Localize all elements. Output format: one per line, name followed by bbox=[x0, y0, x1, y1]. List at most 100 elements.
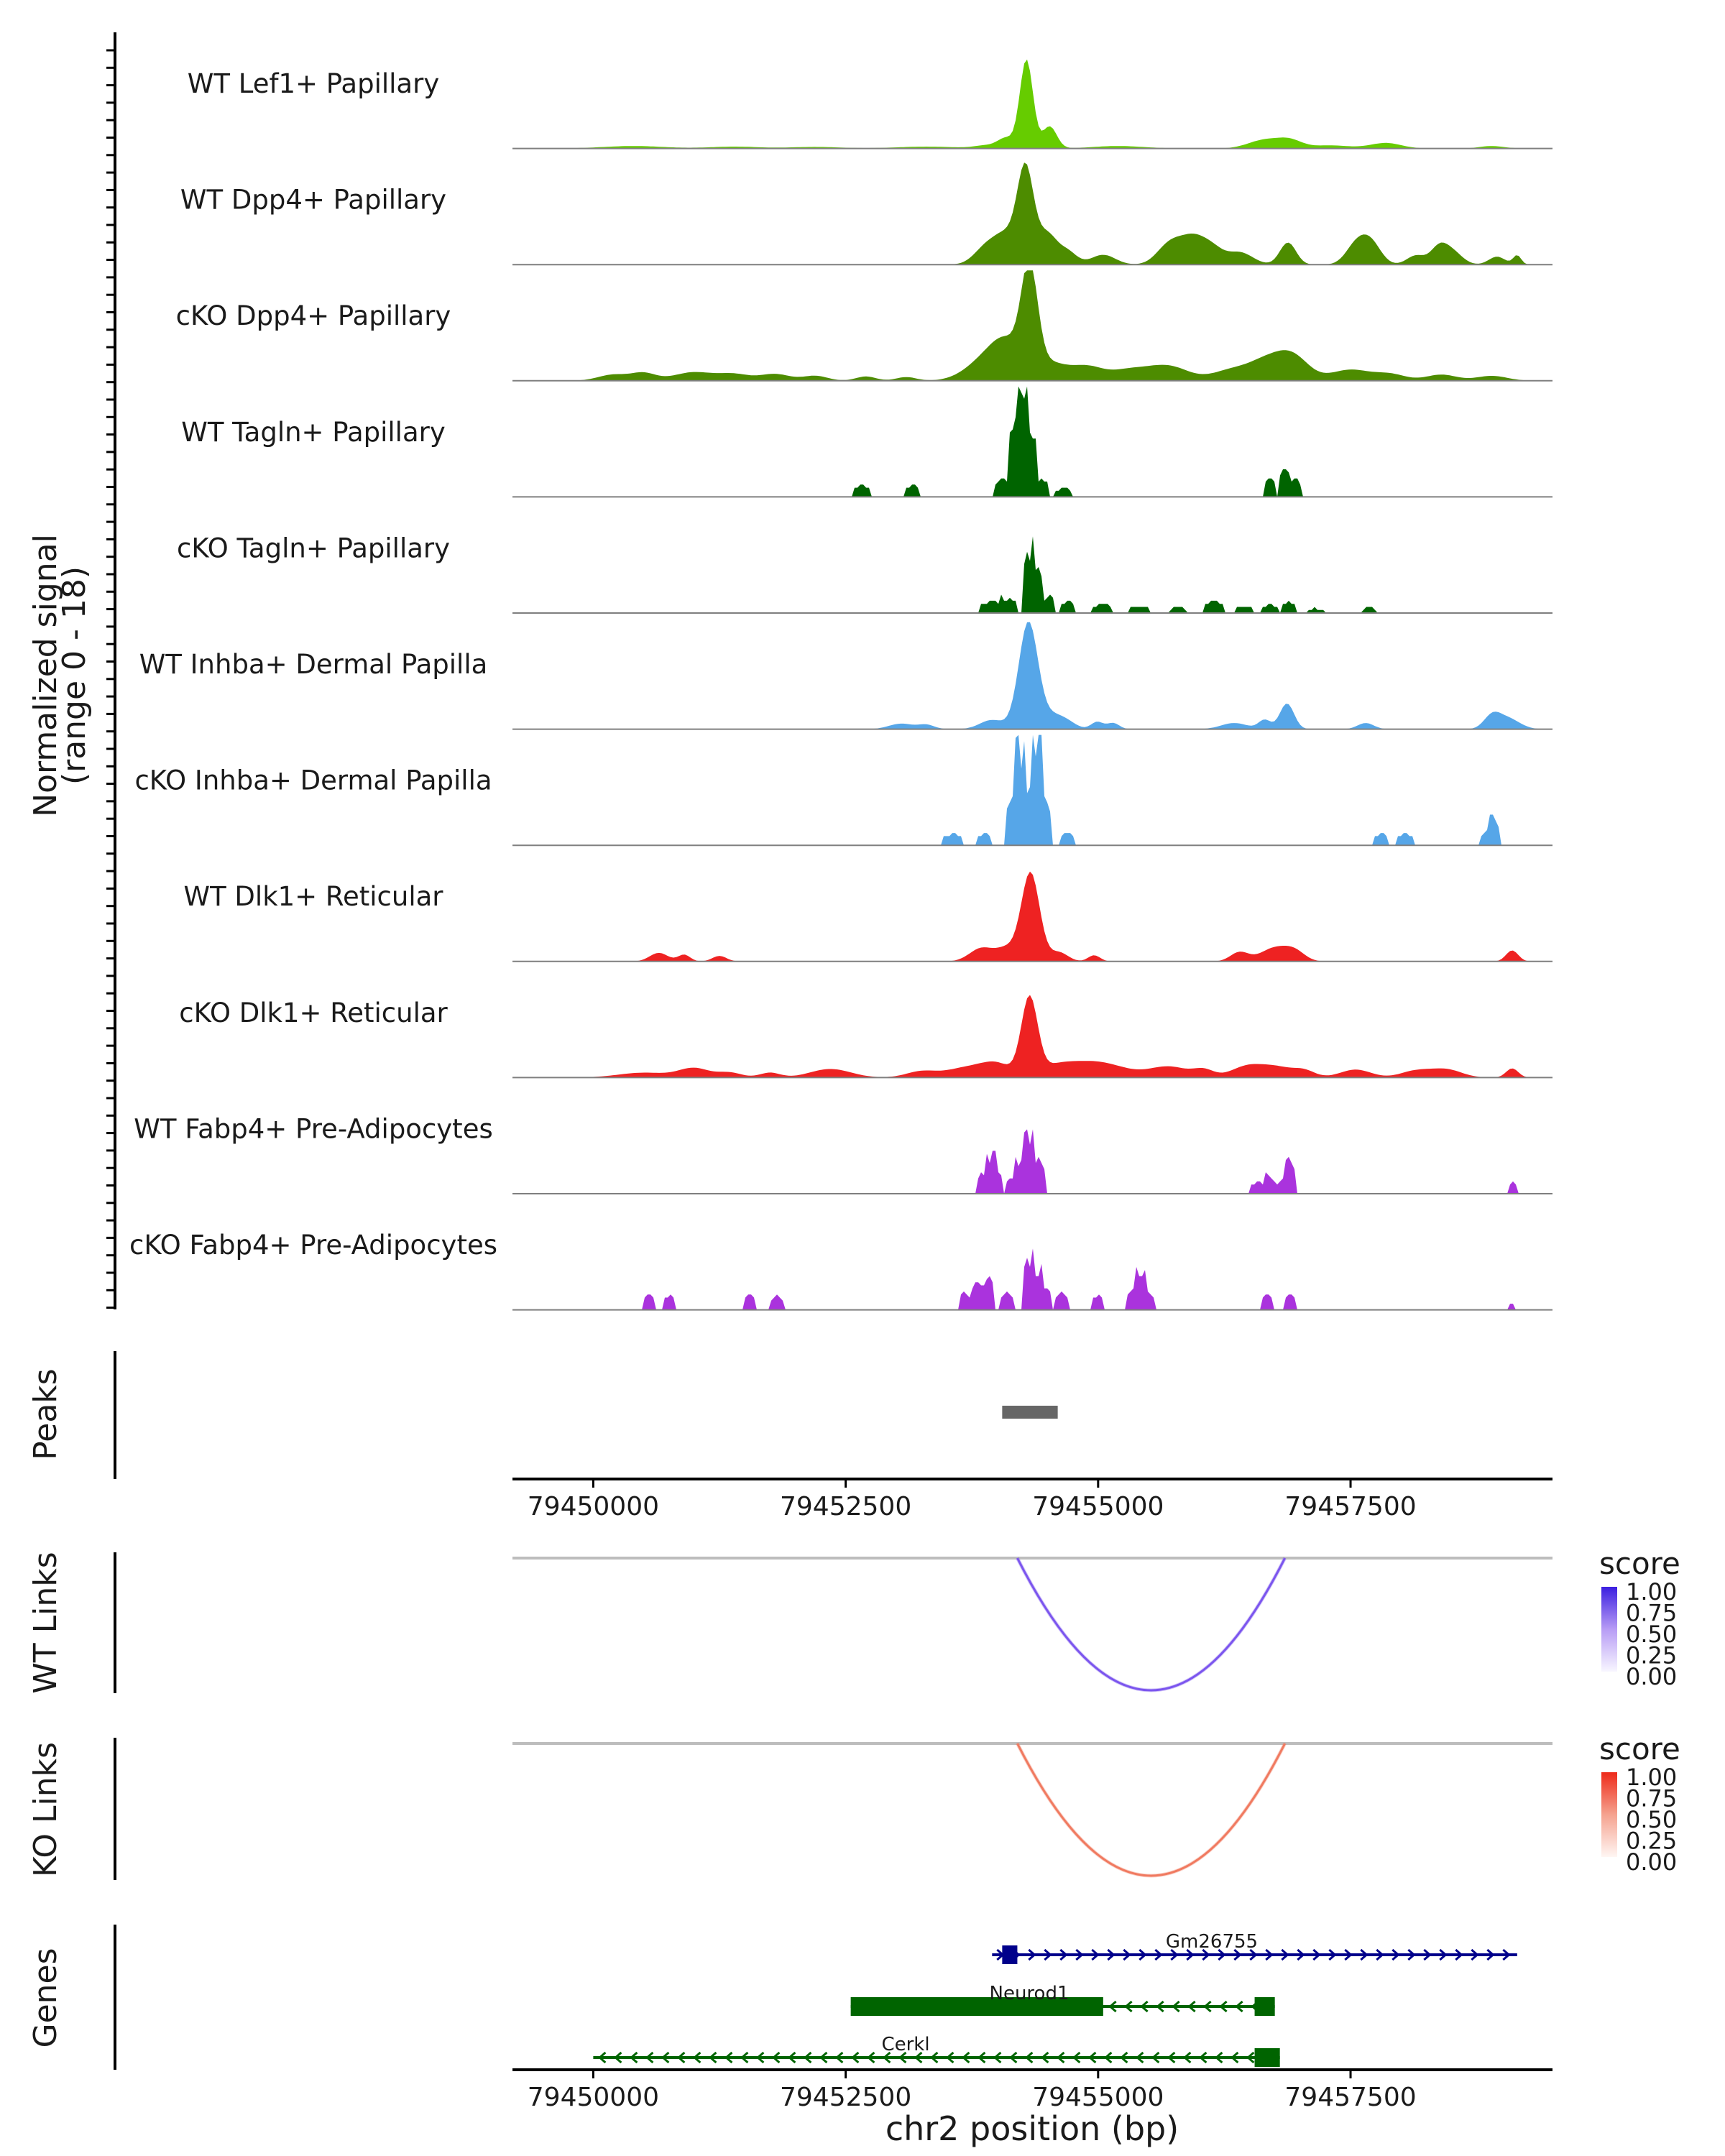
strand-arrow bbox=[1423, 1948, 1432, 1961]
strand-arrow bbox=[709, 2051, 717, 2064]
track-label: cKO Inhba+ Dermal Papilla bbox=[134, 765, 492, 796]
coverage-track: WT Inhba+ Dermal Papilla bbox=[139, 622, 1552, 730]
strand-arrow bbox=[693, 2051, 702, 2064]
coverage-area bbox=[512, 386, 1552, 497]
strand-arrow bbox=[724, 2051, 733, 2064]
legend-title: score bbox=[1599, 1546, 1680, 1581]
strand-arrow bbox=[788, 2051, 796, 2064]
strand-arrow bbox=[1376, 1948, 1384, 1961]
strand-arrow bbox=[1138, 1948, 1147, 1961]
strand-arrow bbox=[1075, 1948, 1084, 1961]
strand-arrow bbox=[772, 2051, 781, 2064]
gene-model: Cerkl bbox=[593, 2034, 1280, 2067]
strand-arrow bbox=[1471, 1948, 1479, 1961]
coverage-track: cKO Inhba+ Dermal Papilla bbox=[134, 734, 1552, 847]
x-tick-label: 79450000 bbox=[528, 1492, 659, 1521]
coverage-track: cKO Dlk1+ Reticular bbox=[179, 995, 1552, 1079]
coverage-track: cKO Tagln+ Papillary bbox=[177, 533, 1552, 614]
coverage-track: cKO Dpp4+ Papillary bbox=[176, 270, 1552, 382]
strand-arrow bbox=[1154, 1948, 1163, 1961]
strand-arrow bbox=[1199, 2051, 1208, 2064]
coverage-track: WT Lef1+ Papillary bbox=[188, 59, 1552, 149]
strand-arrow bbox=[1502, 1948, 1511, 1961]
legend-tick-label: 0.25 bbox=[1626, 1642, 1677, 1669]
strand-arrow bbox=[1107, 1948, 1116, 1961]
gene-name: Neurod1 bbox=[990, 1983, 1070, 2004]
strand-arrow bbox=[1009, 2051, 1018, 2064]
strand-arrow bbox=[1297, 1948, 1305, 1961]
strand-arrow bbox=[614, 2051, 622, 2064]
strand-arrow bbox=[1455, 1948, 1463, 1961]
genes-section: Genes Gm26755 Neurod1 Cerkl 79450000 794525… bbox=[27, 1925, 1552, 2148]
x-tick-label: 79457500 bbox=[1284, 1492, 1416, 1521]
coverage-track: WT Dpp4+ Papillary bbox=[180, 162, 1552, 266]
track-label: WT Fabp4+ Pre-Adipocytes bbox=[134, 1113, 492, 1144]
coverage-y-ticks bbox=[106, 49, 115, 1309]
strand-arrow bbox=[1344, 1948, 1353, 1961]
strand-arrow bbox=[1104, 2051, 1113, 2064]
gene-exon bbox=[1254, 2048, 1280, 2067]
legend-colorbar bbox=[1601, 1772, 1617, 1857]
coverage-track: WT Dlk1+ Reticular bbox=[183, 871, 1552, 962]
strand-arrow bbox=[756, 2051, 765, 2064]
strand-arrow bbox=[1025, 2051, 1034, 2064]
strand-arrow bbox=[1202, 1948, 1210, 1961]
track-label: cKO Dpp4+ Papillary bbox=[176, 300, 451, 331]
x-tick-label: 79457500 bbox=[1284, 2083, 1416, 2112]
legend-title: score bbox=[1599, 1731, 1680, 1766]
coverage-ylabel-line2: (range 0 - 18) bbox=[56, 566, 93, 785]
peaks-label: Peaks bbox=[27, 1368, 64, 1460]
gene-model: Gm26755 bbox=[992, 1931, 1517, 1964]
coverage-ylabel-line1: Normalized signal bbox=[27, 534, 64, 817]
strand-arrow bbox=[1203, 2000, 1212, 2013]
legend-tick-label: 1.00 bbox=[1626, 1578, 1677, 1606]
strand-arrow bbox=[1328, 1948, 1337, 1961]
strand-arrow bbox=[1183, 2051, 1192, 2064]
coverage-area bbox=[512, 270, 1552, 381]
strand-arrow bbox=[740, 2051, 749, 2064]
strand-arrow bbox=[598, 2051, 607, 2064]
legend-tick-label: 0.00 bbox=[1626, 1848, 1677, 1876]
strand-arrow bbox=[661, 2051, 670, 2064]
strand-arrow bbox=[1044, 1948, 1052, 1961]
x-tick-label: 79455000 bbox=[1032, 2083, 1164, 2112]
legend-tick-label: 1.00 bbox=[1626, 1764, 1677, 1791]
strand-arrow bbox=[835, 2051, 844, 2064]
strand-arrow bbox=[645, 2051, 654, 2064]
gene-exon bbox=[850, 1997, 1103, 2016]
track-label: cKO Tagln+ Papillary bbox=[177, 533, 450, 563]
x-tick-label: 79452500 bbox=[780, 1492, 911, 1521]
track-label: WT Inhba+ Dermal Papilla bbox=[139, 649, 488, 680]
track-label: WT Tagln+ Papillary bbox=[181, 417, 446, 448]
x-tick-label: 79450000 bbox=[528, 2083, 659, 2112]
coverage-area bbox=[512, 871, 1552, 962]
coverage-area bbox=[512, 995, 1552, 1078]
legend-tick-label: 0.50 bbox=[1626, 1806, 1677, 1833]
strand-arrow bbox=[867, 2051, 875, 2064]
x-tick-label: 79455000 bbox=[1032, 1492, 1164, 1521]
coverage-area bbox=[512, 162, 1552, 265]
coverage-area bbox=[512, 59, 1552, 149]
strand-arrow bbox=[1170, 1948, 1179, 1961]
strand-arrow bbox=[1218, 1948, 1226, 1961]
coverage-area bbox=[512, 1248, 1552, 1310]
strand-arrow bbox=[1407, 1948, 1416, 1961]
strand-arrow bbox=[1140, 2000, 1149, 2013]
strand-arrow bbox=[1230, 2051, 1239, 2064]
track-label: WT Dpp4+ Papillary bbox=[180, 185, 446, 216]
gene-name: Cerkl bbox=[881, 2034, 929, 2055]
strand-arrow bbox=[1439, 1948, 1448, 1961]
strand-arrow bbox=[1124, 2000, 1133, 2013]
coverage-tracks: WT Lef1+ Papillary WT Dpp4+ Papillary cKO … bbox=[129, 59, 1552, 1311]
strand-arrow bbox=[819, 2051, 828, 2064]
strand-arrow bbox=[1246, 2051, 1255, 2064]
strand-arrow bbox=[946, 2051, 954, 2064]
strand-arrow bbox=[930, 2051, 939, 2064]
coverage-track: cKO Fabp4+ Pre-Adipocytes bbox=[129, 1230, 1552, 1311]
legend-tick-label: 0.75 bbox=[1626, 1600, 1677, 1627]
strand-arrow bbox=[1187, 2000, 1196, 2013]
genes-label: Genes bbox=[27, 1948, 64, 2047]
gene-name: Gm26755 bbox=[1166, 1931, 1258, 1953]
